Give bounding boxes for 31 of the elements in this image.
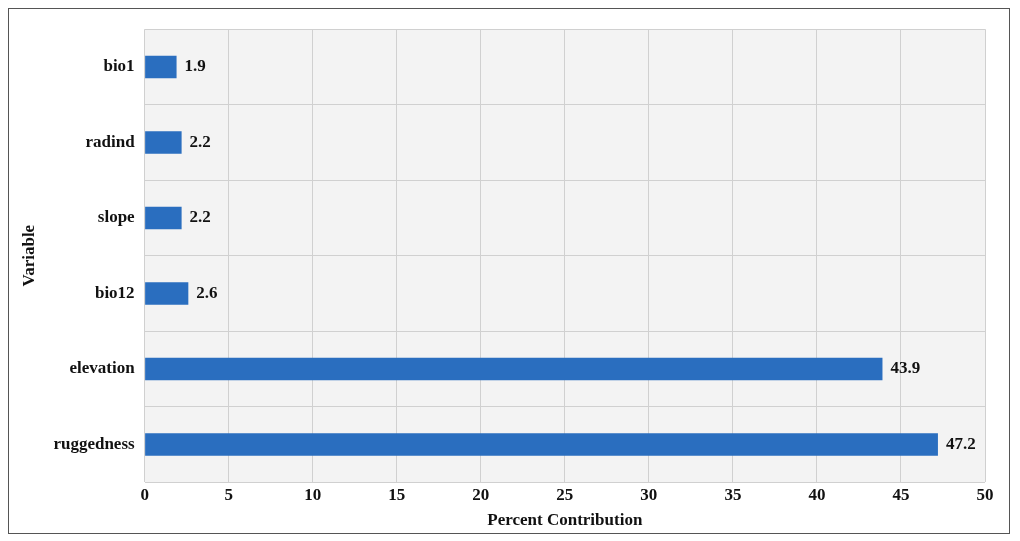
bar bbox=[145, 282, 189, 305]
x-tick-label: 0 bbox=[140, 484, 149, 504]
data-label: 1.9 bbox=[184, 56, 206, 76]
x-tick-label: 45 bbox=[892, 484, 910, 504]
x-tick-label: 10 bbox=[304, 484, 322, 504]
bar bbox=[145, 357, 883, 381]
bar bbox=[145, 206, 182, 230]
y-tick-label: ruggedness bbox=[53, 433, 136, 453]
x-tick-label: 15 bbox=[388, 484, 406, 504]
x-tick-label: 5 bbox=[224, 484, 233, 504]
data-label: 2.2 bbox=[189, 131, 211, 151]
bar bbox=[145, 131, 182, 154]
x-tick-label: 35 bbox=[724, 484, 742, 504]
y-tick-label: elevation bbox=[69, 358, 136, 378]
x-tick-label: 40 bbox=[808, 484, 826, 504]
data-label: 43.9 bbox=[890, 358, 921, 378]
x-tick-label: 30 bbox=[640, 484, 658, 504]
bar bbox=[145, 55, 177, 79]
x-tick-label: 50 bbox=[976, 484, 994, 504]
data-label: 2.6 bbox=[196, 282, 218, 302]
y-tick-label: slope bbox=[97, 207, 136, 227]
y-tick-label: bio1 bbox=[103, 56, 135, 76]
bar bbox=[145, 433, 938, 456]
x-axis-title: Percent Contribution bbox=[487, 510, 643, 530]
data-label: 47.2 bbox=[945, 433, 976, 453]
y-tick-label: radind bbox=[85, 131, 136, 151]
data-label: 2.2 bbox=[189, 207, 211, 227]
x-tick-label: 25 bbox=[556, 484, 574, 504]
x-tick-label: 20 bbox=[472, 484, 490, 504]
y-tick-label: bio12 bbox=[94, 282, 135, 302]
y-axis-title: Variable bbox=[18, 224, 38, 287]
